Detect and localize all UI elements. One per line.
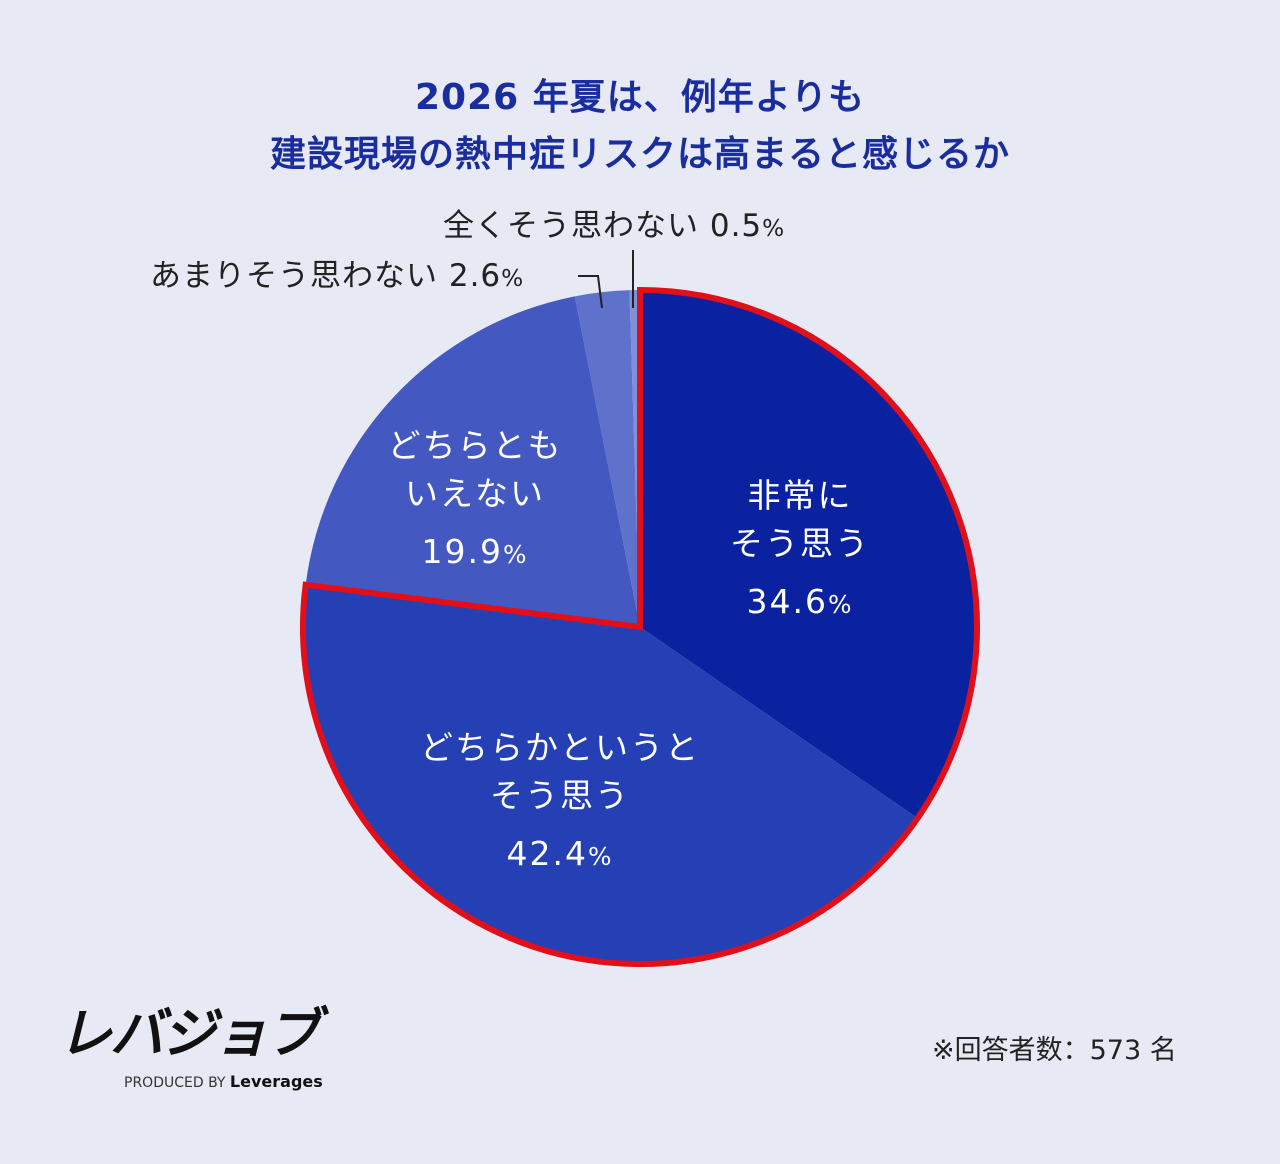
chart-title-line-2: 建設現場の熱中症リスクは高まると感じるか [269, 134, 1010, 175]
slice-label-somewhat: どちらかというと そう思う 42.4% [380, 724, 740, 878]
slice-label-not-much: あまりそう思わない 2.6% [150, 258, 524, 294]
produced-by: PRODUCED BY Leverages [124, 1072, 323, 1092]
pie-slice-0 [640, 290, 977, 819]
slice-label-not-at-all: 全くそう思わない 0.5% [443, 208, 785, 244]
label-line: 非常に [747, 476, 853, 515]
slice-label-neutral: どちらとも いえない 19.9% [360, 422, 590, 576]
produced-by-text: PRODUCED BY [124, 1075, 226, 1091]
label-text: 全くそう思わない [443, 208, 699, 244]
leader-line-2-6 [578, 275, 603, 309]
pie-slice-3 [574, 290, 640, 627]
brand-logo: レバジョブ [58, 1002, 320, 1065]
percent-sign: % [587, 842, 614, 871]
respondent-note: ※回答者数：573 名 [932, 1035, 1177, 1066]
value-label: 0.5 [709, 208, 763, 244]
label-line: そう思う [730, 524, 870, 563]
pie-slice-1 [303, 584, 918, 964]
value-label: 34.6 [746, 582, 828, 621]
percent-sign: % [501, 265, 525, 292]
pie-slice-2 [305, 296, 640, 627]
value-label: 19.9 [421, 532, 503, 571]
label-line: いえない [405, 474, 545, 513]
percent-sign: % [762, 215, 786, 242]
value-label: 2.6 [448, 258, 502, 294]
percent-sign: % [502, 540, 529, 569]
value-label: 42.4 [506, 834, 588, 873]
label-text: あまりそう思わない [150, 258, 438, 294]
highlight-outline [300, 286, 980, 967]
percent-sign: % [827, 590, 854, 619]
slice-label-very-much: 非常に そう思う 34.6% [700, 472, 900, 626]
chart-title-line-1: 2026 年夏は、例年よりも [414, 77, 865, 118]
label-line: そう思う [490, 776, 630, 815]
label-line: どちらかというと [420, 728, 700, 767]
label-line: どちらとも [387, 426, 563, 465]
company-name: Leverages [229, 1072, 323, 1091]
